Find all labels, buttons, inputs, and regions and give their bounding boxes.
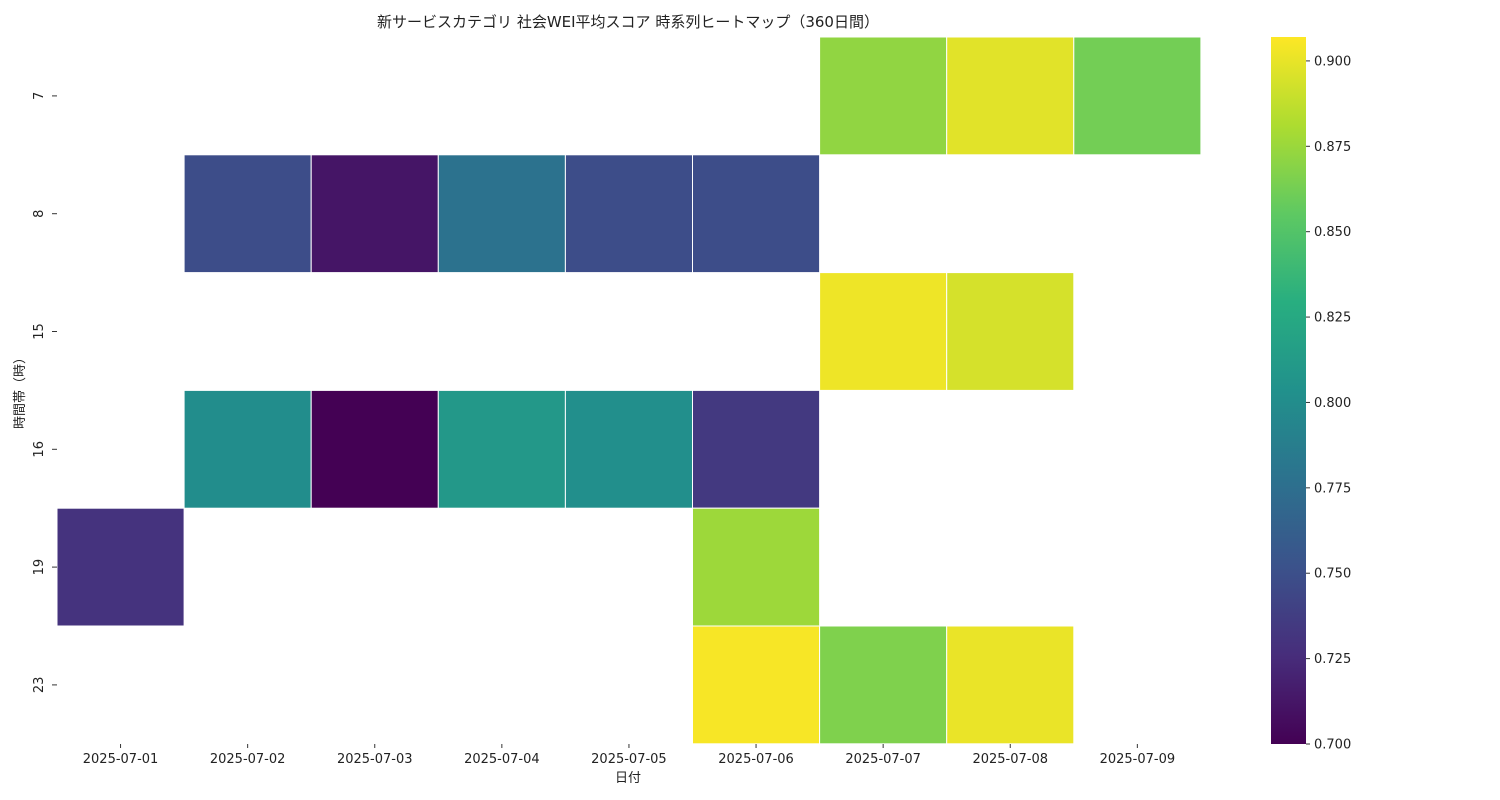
- heatmap-cell: [1073, 36, 1202, 156]
- heatmap-cell: [946, 625, 1075, 745]
- colorbar-tick-label: 0.875: [1314, 140, 1351, 155]
- heatmap-cell: [692, 507, 821, 627]
- x-axis-label: 日付: [615, 771, 641, 786]
- heatmap-cell: [692, 625, 821, 745]
- colorbar-tick-label: 0.750: [1314, 567, 1351, 582]
- heatmap-cell: [692, 154, 821, 274]
- colorbar-tick-label: 0.900: [1314, 54, 1351, 69]
- heatmap-cell: [819, 36, 948, 156]
- heatmap-cell: [946, 272, 1075, 391]
- x-tick-label: 2025-07-02: [210, 752, 286, 767]
- x-tick-label: 2025-07-03: [337, 752, 413, 767]
- y-tick-label: 16: [32, 441, 47, 458]
- heatmap-cells: [56, 36, 1202, 745]
- heatmap-cell: [437, 389, 566, 509]
- x-tick-label: 2025-07-08: [972, 752, 1048, 767]
- x-tick-label: 2025-07-06: [718, 752, 794, 767]
- heatmap-cell: [437, 154, 566, 274]
- colorbar-tick-label: 0.775: [1314, 481, 1351, 496]
- colorbar-tick-label: 0.800: [1314, 396, 1351, 411]
- heatmap-cell: [56, 507, 185, 627]
- heatmap-cell: [183, 389, 312, 509]
- colorbar: [1271, 37, 1306, 744]
- x-tick-label: 2025-07-05: [591, 752, 667, 767]
- y-tick-label: 15: [32, 323, 47, 340]
- x-tick-label: 2025-07-04: [464, 752, 540, 767]
- heatmap-cell: [564, 389, 694, 509]
- x-tick-label: 2025-07-07: [845, 752, 921, 767]
- heatmap-cell: [819, 272, 948, 391]
- heatmap-cell: [564, 154, 694, 274]
- heatmap-cell: [310, 389, 439, 509]
- y-tick-label: 7: [32, 92, 47, 100]
- colorbar-tick-label: 0.700: [1314, 738, 1351, 753]
- y-axis-label: 時間帯（時）: [13, 351, 28, 429]
- y-tick-label: 8: [32, 210, 47, 218]
- heatmap-cell: [183, 154, 312, 274]
- colorbar-tick-label: 0.725: [1314, 652, 1351, 667]
- x-tick-label: 2025-07-09: [1100, 752, 1176, 767]
- y-tick-label: 19: [32, 559, 47, 576]
- chart-title: 新サービスカテゴリ 社会WEI平均スコア 時系列ヒートマップ（360日間）: [377, 13, 879, 31]
- colorbar-tick-label: 0.825: [1314, 311, 1351, 326]
- heatmap-cell: [946, 36, 1075, 156]
- x-axis-ticks: 2025-07-01 2025-07-02 2025-07-03 2025-07-04…: [83, 744, 1175, 767]
- colorbar-ticks: 0.700 0.725 0.750 0.775 0.800 0.825 0.850 0.875…: [1306, 54, 1351, 753]
- y-axis-ticks: 7 8 15 16 19 23: [32, 92, 57, 693]
- heatmap-cell: [692, 389, 821, 509]
- y-tick-label: 23: [32, 677, 47, 694]
- heatmap-cell: [819, 625, 948, 745]
- colorbar-tick-label: 0.850: [1314, 225, 1351, 240]
- heatmap-cell: [310, 154, 439, 274]
- x-tick-label: 2025-07-01: [83, 752, 159, 767]
